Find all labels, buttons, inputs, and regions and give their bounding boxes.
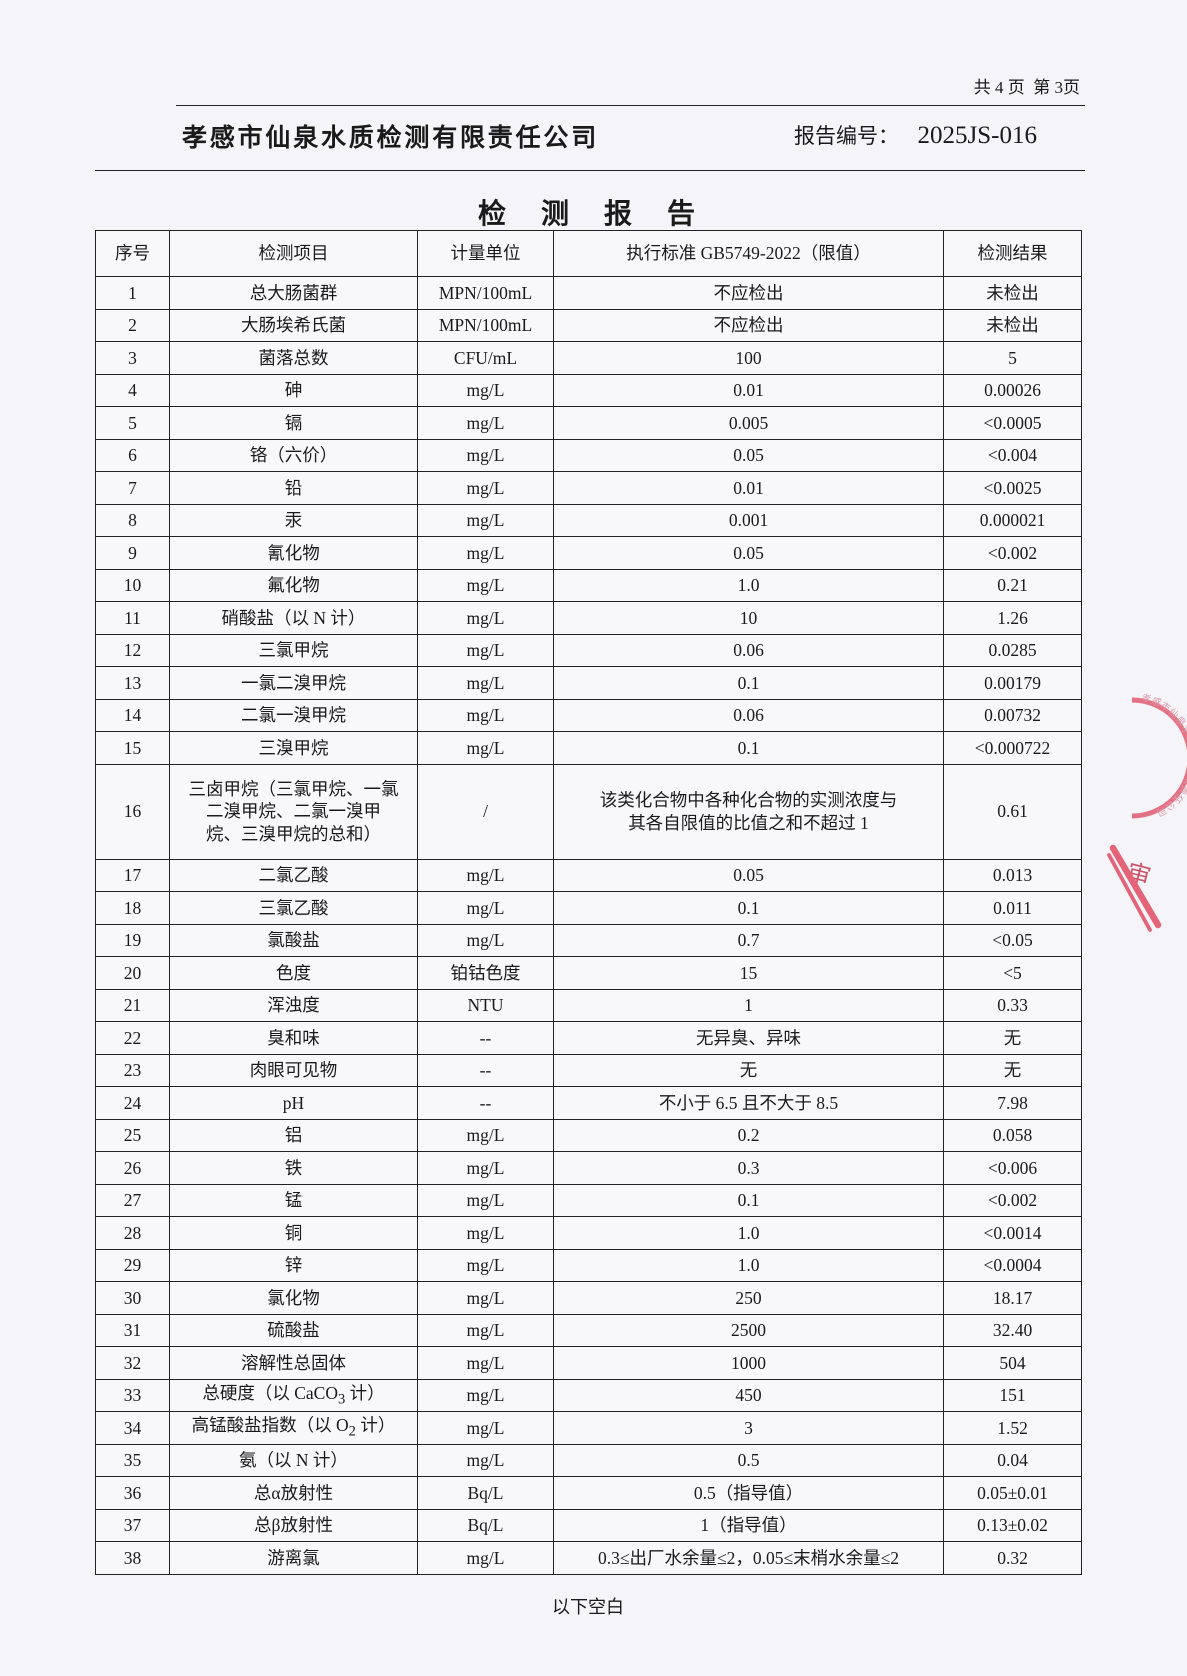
svg-text:审: 审 [1124, 859, 1154, 891]
svg-text:孝感市仙泉水质检测有限责任公司: 孝感市仙泉水质检测有限责任公司 [1140, 693, 1187, 818]
